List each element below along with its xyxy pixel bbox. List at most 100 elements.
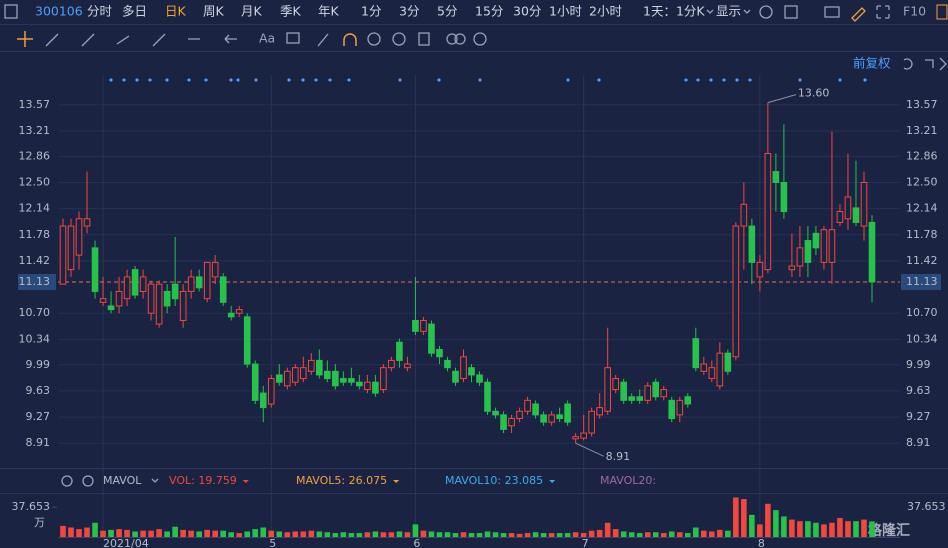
volume-bar [773,510,779,537]
y-tick-label: 13.21 [906,124,938,137]
caret [549,480,556,483]
pen-icon[interactable] [851,7,866,22]
volume-bar [204,529,210,537]
checkbox-icon[interactable] [784,5,798,19]
volume-bar [340,532,347,537]
candle-body [340,378,347,383]
volume-bar [140,530,146,537]
candle-body [500,414,507,430]
candle-body [764,152,772,271]
volume-bar [148,530,154,537]
candle-body [852,207,860,223]
candle-body [404,363,411,369]
text-tool[interactable]: Aa [259,31,275,46]
period-tab[interactable]: 分时 [87,4,113,19]
hide-tool[interactable] [392,32,406,46]
menu-icon[interactable] [4,4,18,19]
candle-body [604,367,611,412]
candle-body [868,221,876,283]
volume-bar [781,516,787,537]
candle-body [131,269,139,296]
candle-body [219,276,227,303]
period-tab[interactable]: 1分 [361,4,381,19]
magnet-tool[interactable] [343,33,357,46]
period-tab[interactable]: 多日 [122,4,147,19]
volume-tick-label: 37.653 [907,500,946,513]
move-tool[interactable] [17,31,33,47]
adjust-mode[interactable]: 前复权 [853,56,891,71]
side-icon[interactable] [936,4,948,20]
period-tab[interactable]: 2小时 [589,4,622,19]
candle-body [612,378,619,390]
volume-bar [676,532,683,537]
settings-icon[interactable] [759,5,773,19]
period-tab[interactable]: 3分 [399,4,419,19]
tool-settings[interactable] [473,32,487,46]
candle-body [155,283,163,325]
volume-bar [749,514,755,537]
volume-unit: 万 [34,516,45,529]
volume-bar [733,497,739,537]
y-tick-label: 10.70 [19,306,51,319]
candle-body [620,381,627,401]
candle-body [291,367,299,383]
volume-bar [372,531,379,537]
volume-bar [76,529,82,537]
caret [706,9,714,14]
volume-bar [68,527,74,537]
period-tab[interactable]: 年K [318,4,340,19]
period-tab[interactable]: 1小时 [549,4,582,19]
volume-bar [132,531,138,537]
indicator-value: MAVOL20: [600,474,656,487]
period-tab[interactable]: 1天：1分K [643,4,705,19]
volume-bar [708,531,715,537]
candle-body [428,323,435,354]
period-tab[interactable]: 周K [203,4,225,19]
volume-bar [813,522,819,537]
candle-body [243,316,251,365]
period-tab[interactable]: 季K [280,4,302,19]
volume-bar [556,533,563,537]
candle-body [788,265,796,271]
volume-bar [316,531,323,537]
volume-bar [765,503,771,537]
volume-bar [108,529,114,537]
nav-icons[interactable] [903,57,947,71]
volume-bar [420,530,427,537]
indicator-name[interactable]: MAVOL [103,474,142,487]
volume-bar [404,532,411,537]
indicator-close[interactable] [82,475,94,487]
period-tab[interactable]: 30分 [513,4,541,19]
candle-body [492,410,499,416]
candle-body [444,359,451,369]
ruler-tool[interactable] [317,33,329,47]
camera-icon[interactable] [824,6,840,18]
candle-body [484,381,491,412]
candle-body [267,378,275,405]
link-tool[interactable] [454,33,466,45]
candle-body [804,240,812,263]
f10[interactable]: F10 [903,4,926,19]
period-tab[interactable]: 15分 [475,4,503,19]
link-tool[interactable] [446,33,458,45]
period-tab[interactable]: 月K [241,4,263,19]
indicator-value: VOL: 19.759 [169,474,237,487]
display-menu[interactable]: 显示 [716,4,741,19]
volume-bar [596,529,603,537]
candle-body [75,218,83,256]
period-tab[interactable]: 日K [165,4,187,19]
period-tab[interactable]: 5分 [437,4,457,19]
lock-tool[interactable] [367,32,381,46]
volume-bar [188,530,194,537]
indicator-settings[interactable] [61,475,73,487]
symbol[interactable]: 300106 [35,4,83,19]
note-tool[interactable] [286,32,300,44]
high-annotation: 13.60 [798,87,830,100]
draw-tools[interactable] [45,33,237,47]
delete-tool[interactable] [418,32,430,46]
candle-body [348,378,355,383]
candle-body [660,388,668,398]
candle-body [580,432,587,439]
volume-bar [164,531,170,537]
fullscreen-icon[interactable] [876,5,890,19]
